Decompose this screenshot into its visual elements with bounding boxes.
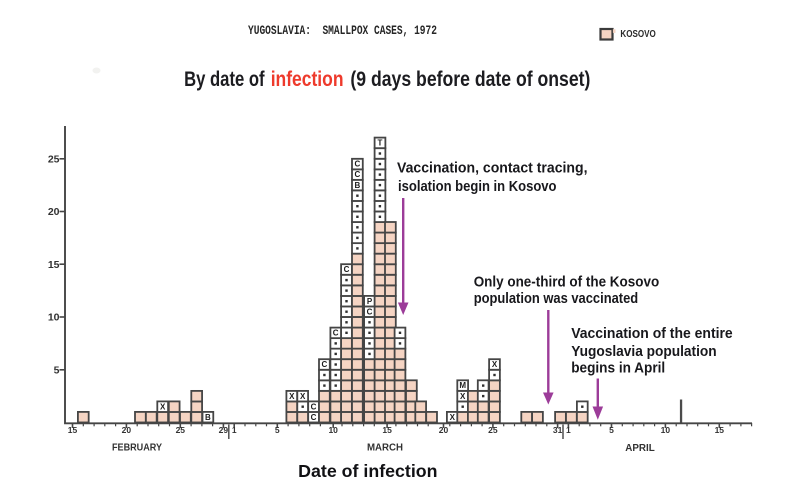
svg-text:C: C — [344, 265, 350, 274]
svg-text:X: X — [300, 392, 306, 401]
svg-text:25: 25 — [488, 425, 498, 435]
svg-text:T: T — [377, 139, 382, 148]
svg-text:APRIL: APRIL — [625, 442, 655, 454]
svg-text:B: B — [355, 181, 361, 190]
svg-text:begins in April: begins in April — [571, 360, 665, 377]
svg-text:X: X — [492, 360, 498, 369]
svg-text:1: 1 — [232, 425, 237, 435]
svg-text:P: P — [367, 297, 373, 306]
svg-text:20: 20 — [439, 425, 449, 435]
svg-text:10: 10 — [48, 312, 60, 324]
svg-text:isolation begin in Kosovo: isolation begin in Kosovo — [398, 178, 557, 195]
svg-text:X: X — [160, 402, 166, 411]
svg-text:C: C — [322, 360, 328, 369]
svg-text:C: C — [311, 413, 317, 422]
svg-text:population was vaccinated: population was vaccinated — [474, 290, 639, 307]
svg-text:(9 days before date of onset): (9 days before date of onset) — [350, 68, 590, 91]
svg-text:MARCH: MARCH — [367, 442, 403, 454]
svg-text:15: 15 — [68, 425, 78, 435]
svg-text:20: 20 — [122, 425, 132, 435]
svg-text:B: B — [205, 413, 211, 422]
svg-text:Date of infection: Date of infection — [298, 461, 437, 481]
svg-text:C: C — [311, 402, 317, 411]
svg-text:1: 1 — [566, 425, 571, 435]
svg-text:KOSOVO: KOSOVO — [620, 29, 656, 40]
svg-text:10: 10 — [661, 425, 671, 435]
svg-text:C: C — [355, 170, 361, 179]
svg-text:5: 5 — [609, 425, 614, 435]
svg-text:5: 5 — [275, 425, 280, 435]
svg-text:25: 25 — [48, 153, 60, 165]
svg-text:31: 31 — [553, 425, 563, 435]
svg-text:25: 25 — [176, 425, 186, 435]
svg-text:X: X — [450, 413, 456, 422]
svg-text:Vaccination of the entire: Vaccination of the entire — [571, 325, 733, 342]
svg-text:15: 15 — [48, 259, 60, 271]
svg-text:M: M — [459, 381, 466, 390]
svg-text:Vaccination, contact tracing,: Vaccination, contact tracing, — [397, 160, 588, 177]
svg-text:YUGOSLAVIA: SMALLPOX CASES, 1: YUGOSLAVIA: SMALLPOX CASES, 1972 — [248, 23, 437, 38]
svg-text:15: 15 — [382, 425, 392, 435]
svg-text:Yugoslavia population: Yugoslavia population — [571, 343, 717, 360]
svg-text:29: 29 — [219, 425, 229, 435]
svg-text:X: X — [460, 392, 466, 401]
svg-text:15: 15 — [715, 425, 725, 435]
svg-text:10: 10 — [328, 425, 338, 435]
svg-text:C: C — [355, 160, 361, 169]
svg-text:20: 20 — [48, 206, 60, 218]
svg-text:Only one-third of the Kosovo: Only one-third of the Kosovo — [474, 273, 660, 290]
svg-text:FEBRUARY: FEBRUARY — [112, 442, 162, 454]
svg-text:C: C — [367, 307, 373, 316]
svg-text:5: 5 — [54, 364, 60, 376]
svg-text:infection: infection — [271, 68, 344, 91]
svg-text:X: X — [289, 392, 295, 401]
svg-text:By date of: By date of — [184, 68, 265, 91]
svg-text:C: C — [333, 329, 339, 338]
